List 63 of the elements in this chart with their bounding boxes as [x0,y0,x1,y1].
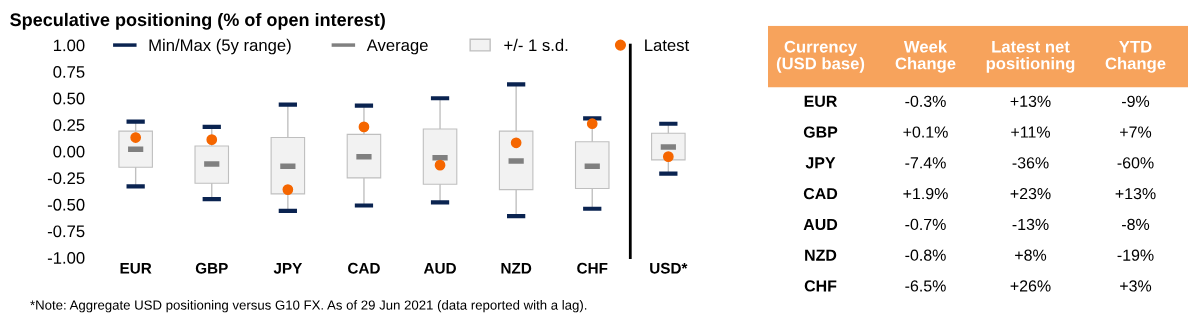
category-label: CHF [804,280,837,292]
text: Currency (USD base) [776,40,865,73]
text: +23% [1010,187,1051,200]
text: -36% [1012,157,1049,169]
text: +13% [1115,187,1156,200]
text: +11% [1011,126,1050,138]
point [662,151,674,163]
text: +0.1% [903,126,948,138]
point [586,118,598,130]
text: -0.7% [905,218,946,231]
y-tick-label: 0.25 [53,119,85,131]
y-tick-label: 1.00 [53,39,85,52]
text: +8% [1015,249,1047,261]
text: -60% [1117,157,1154,169]
y-tick-label: -0.25 [47,172,85,185]
text: +1.9% [903,187,948,200]
category-label: Latest net positioning [986,40,1075,73]
text: -7.4% [905,157,946,169]
y-tick-label: 0.75 [53,66,85,78]
text: -8% [1122,218,1150,231]
legend-label: Latest [645,39,690,52]
y-tick-label: 0.50 [53,92,85,105]
y-tick-label: 0.00 [53,145,85,158]
text: -19% [1117,249,1154,261]
text: -13% [1012,218,1049,231]
point [434,159,446,171]
text: -0.8% [905,249,946,261]
category-label: Week Change [895,40,956,73]
y-tick-label: -0.75 [47,225,85,238]
x-tick-label: CHF [577,262,608,274]
point [130,132,142,143]
point [358,121,370,133]
category-label: GBP [803,126,838,138]
point [206,134,218,146]
text: *Note: Aggregate USD positioning versus G10 FX. As of 29 Jun 2021 (data reported with a lag). [30,300,587,313]
text: -6.5% [905,280,946,292]
category-label: EUR [804,95,838,107]
category-label: CAD [803,187,838,200]
x-tick-label: CAD [348,262,380,274]
x-tick-label: USD* [650,262,688,274]
text: +3% [1120,280,1152,292]
annotation: Average [366,39,428,55]
text: +13% [1010,95,1051,107]
text: -9% [1122,95,1150,107]
x-tick-label: AUD [423,263,456,274]
chart-title: Speculative positioning (% of open interest) [10,12,385,30]
category-label: NZD [805,249,837,261]
x-tick-label: JPY [273,263,303,274]
x-tick-label: NZD [501,263,532,274]
x-tick-label: GBP [195,262,228,274]
category-label: YTD Change [1105,40,1166,73]
x-tick-label: EUR [120,263,152,274]
category-label: AUD [803,218,838,231]
annotation: Min/Max (5y range) [149,38,291,55]
y-tick-label: -0.50 [47,198,85,211]
text: -0.3% [905,95,946,107]
point [510,137,522,149]
point [282,184,294,195]
y-tick-label: -1.00 [47,252,85,264]
legend-label: +/- 1 s.d. [504,38,568,52]
category-label: JPY [805,157,836,169]
text: +7% [1120,126,1152,138]
text: +26% [1010,280,1051,292]
